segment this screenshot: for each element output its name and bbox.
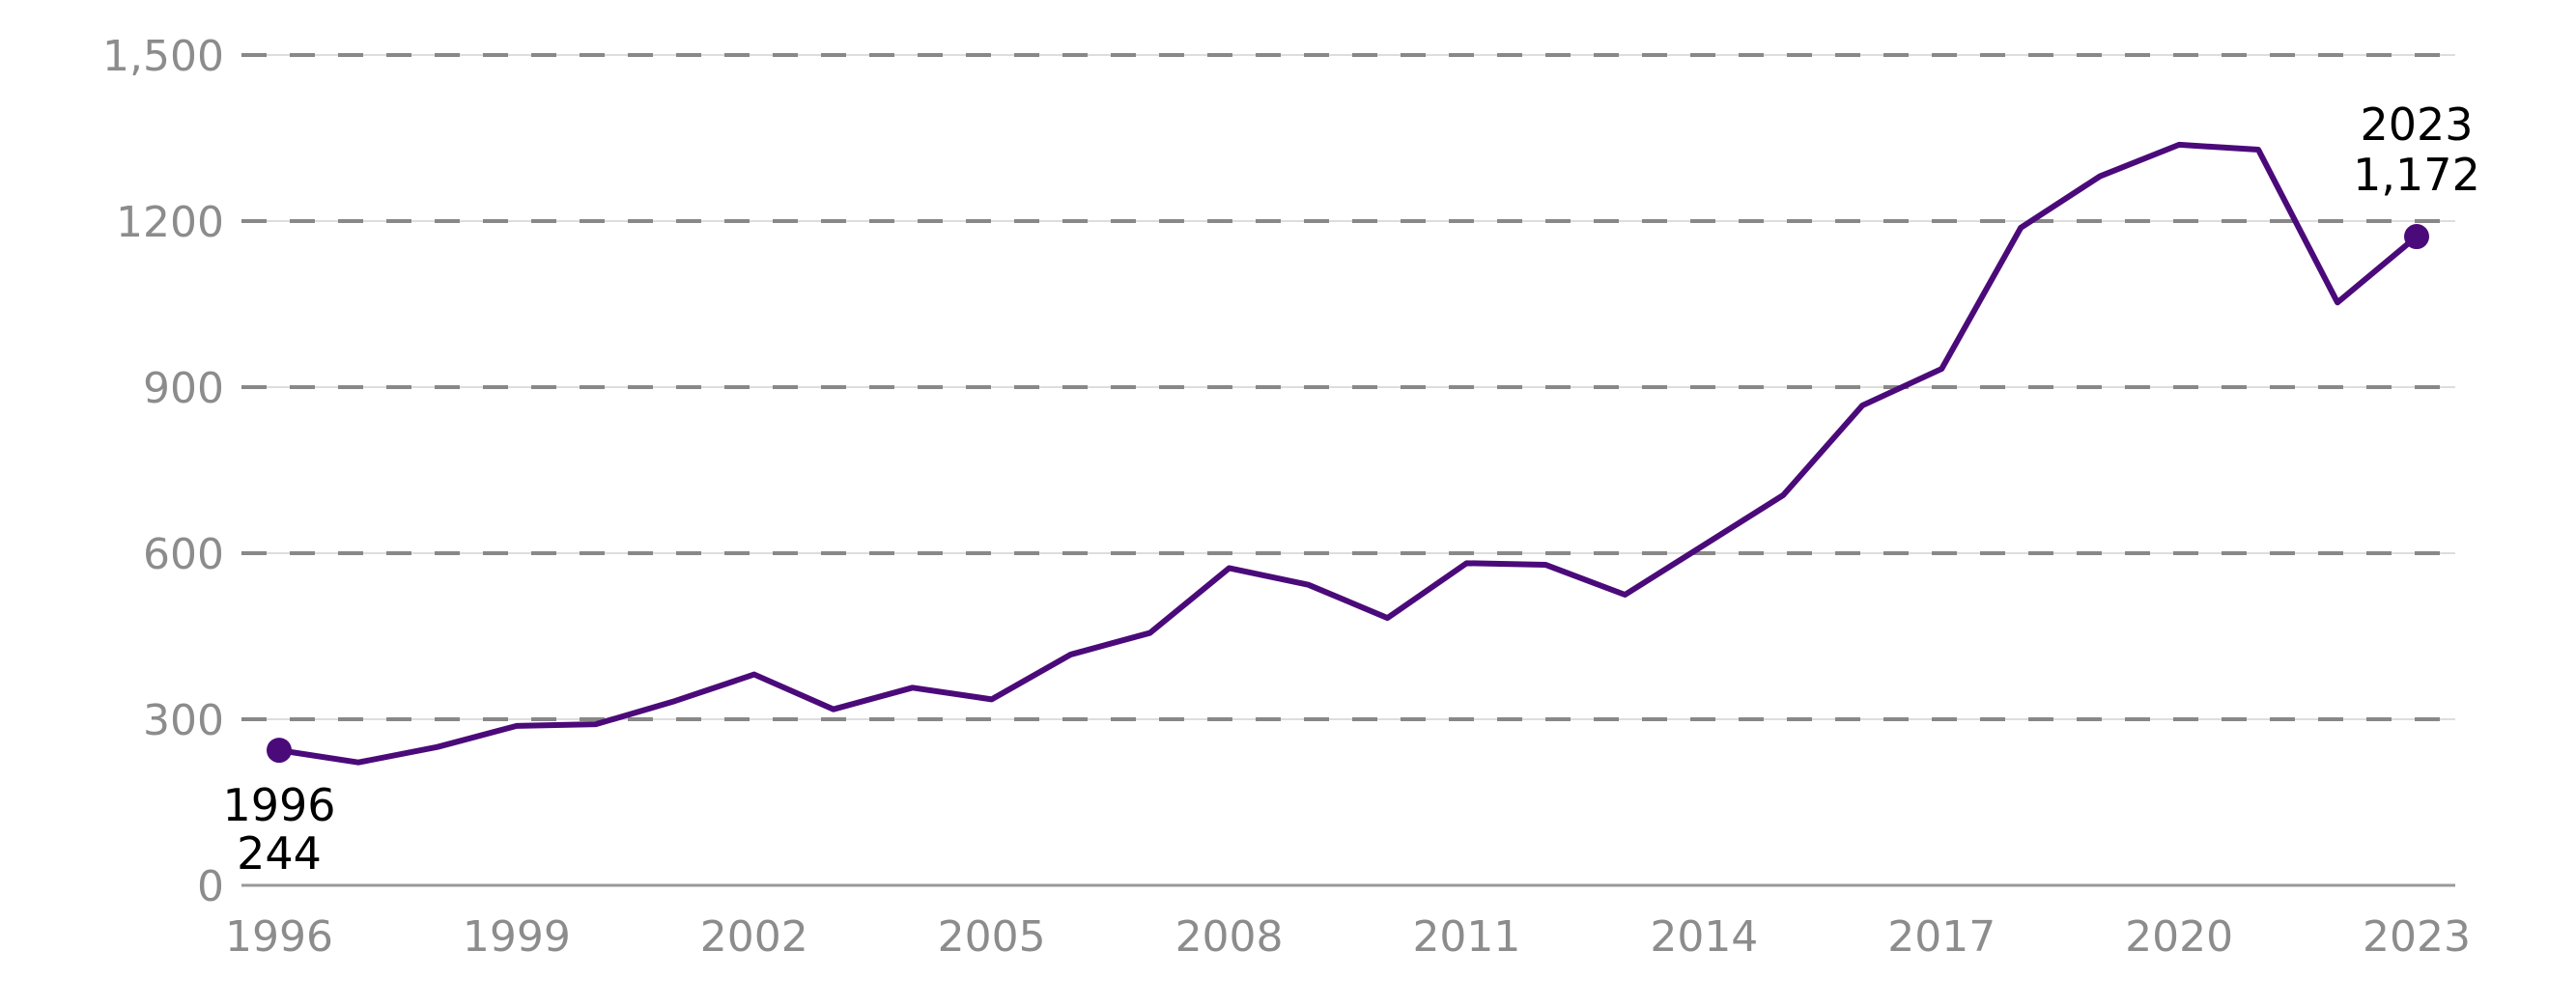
annotation-start-value: 244 xyxy=(237,827,322,880)
y-tick-label: 300 xyxy=(143,696,224,745)
x-axis-ticks: 1996 1999 2002 2005 2008 2011 2014 2017 2020 2023 xyxy=(225,912,2471,962)
x-tick-label: 2011 xyxy=(1412,912,1520,962)
x-tick-label: 2017 xyxy=(1887,912,1996,962)
annotation-end-year: 2023 xyxy=(2360,98,2473,151)
x-tick-label: 2008 xyxy=(1175,912,1284,962)
x-tick-label: 2023 xyxy=(2363,912,2471,962)
annotation-start: 1996 244 xyxy=(222,779,335,880)
data-point-marker xyxy=(2404,224,2429,250)
y-axis-ticks: 0 300 600 900 1200 1,500 xyxy=(102,32,224,911)
data-points xyxy=(267,224,2429,764)
x-tick-label: 2014 xyxy=(1650,912,1758,962)
x-tick-label: 2002 xyxy=(700,912,808,962)
data-point-marker xyxy=(267,738,292,764)
y-tick-label: 900 xyxy=(143,364,224,413)
x-tick-label: 1996 xyxy=(225,912,333,962)
series-line xyxy=(278,141,2419,766)
y-tick-label: 0 xyxy=(197,862,224,911)
annotation-end: 2023 1,172 xyxy=(2353,98,2480,201)
annotation-start-year: 1996 xyxy=(222,779,335,831)
y-tick-label: 1200 xyxy=(116,198,224,247)
y-tick-label: 1,500 xyxy=(102,32,224,81)
x-tick-label: 1999 xyxy=(463,912,571,962)
gridlines xyxy=(241,53,2455,721)
y-tick-label: 600 xyxy=(143,530,224,579)
x-tick-label: 2005 xyxy=(938,912,1046,962)
annotation-end-value: 1,172 xyxy=(2353,149,2480,201)
x-tick-label: 2020 xyxy=(2125,912,2233,962)
